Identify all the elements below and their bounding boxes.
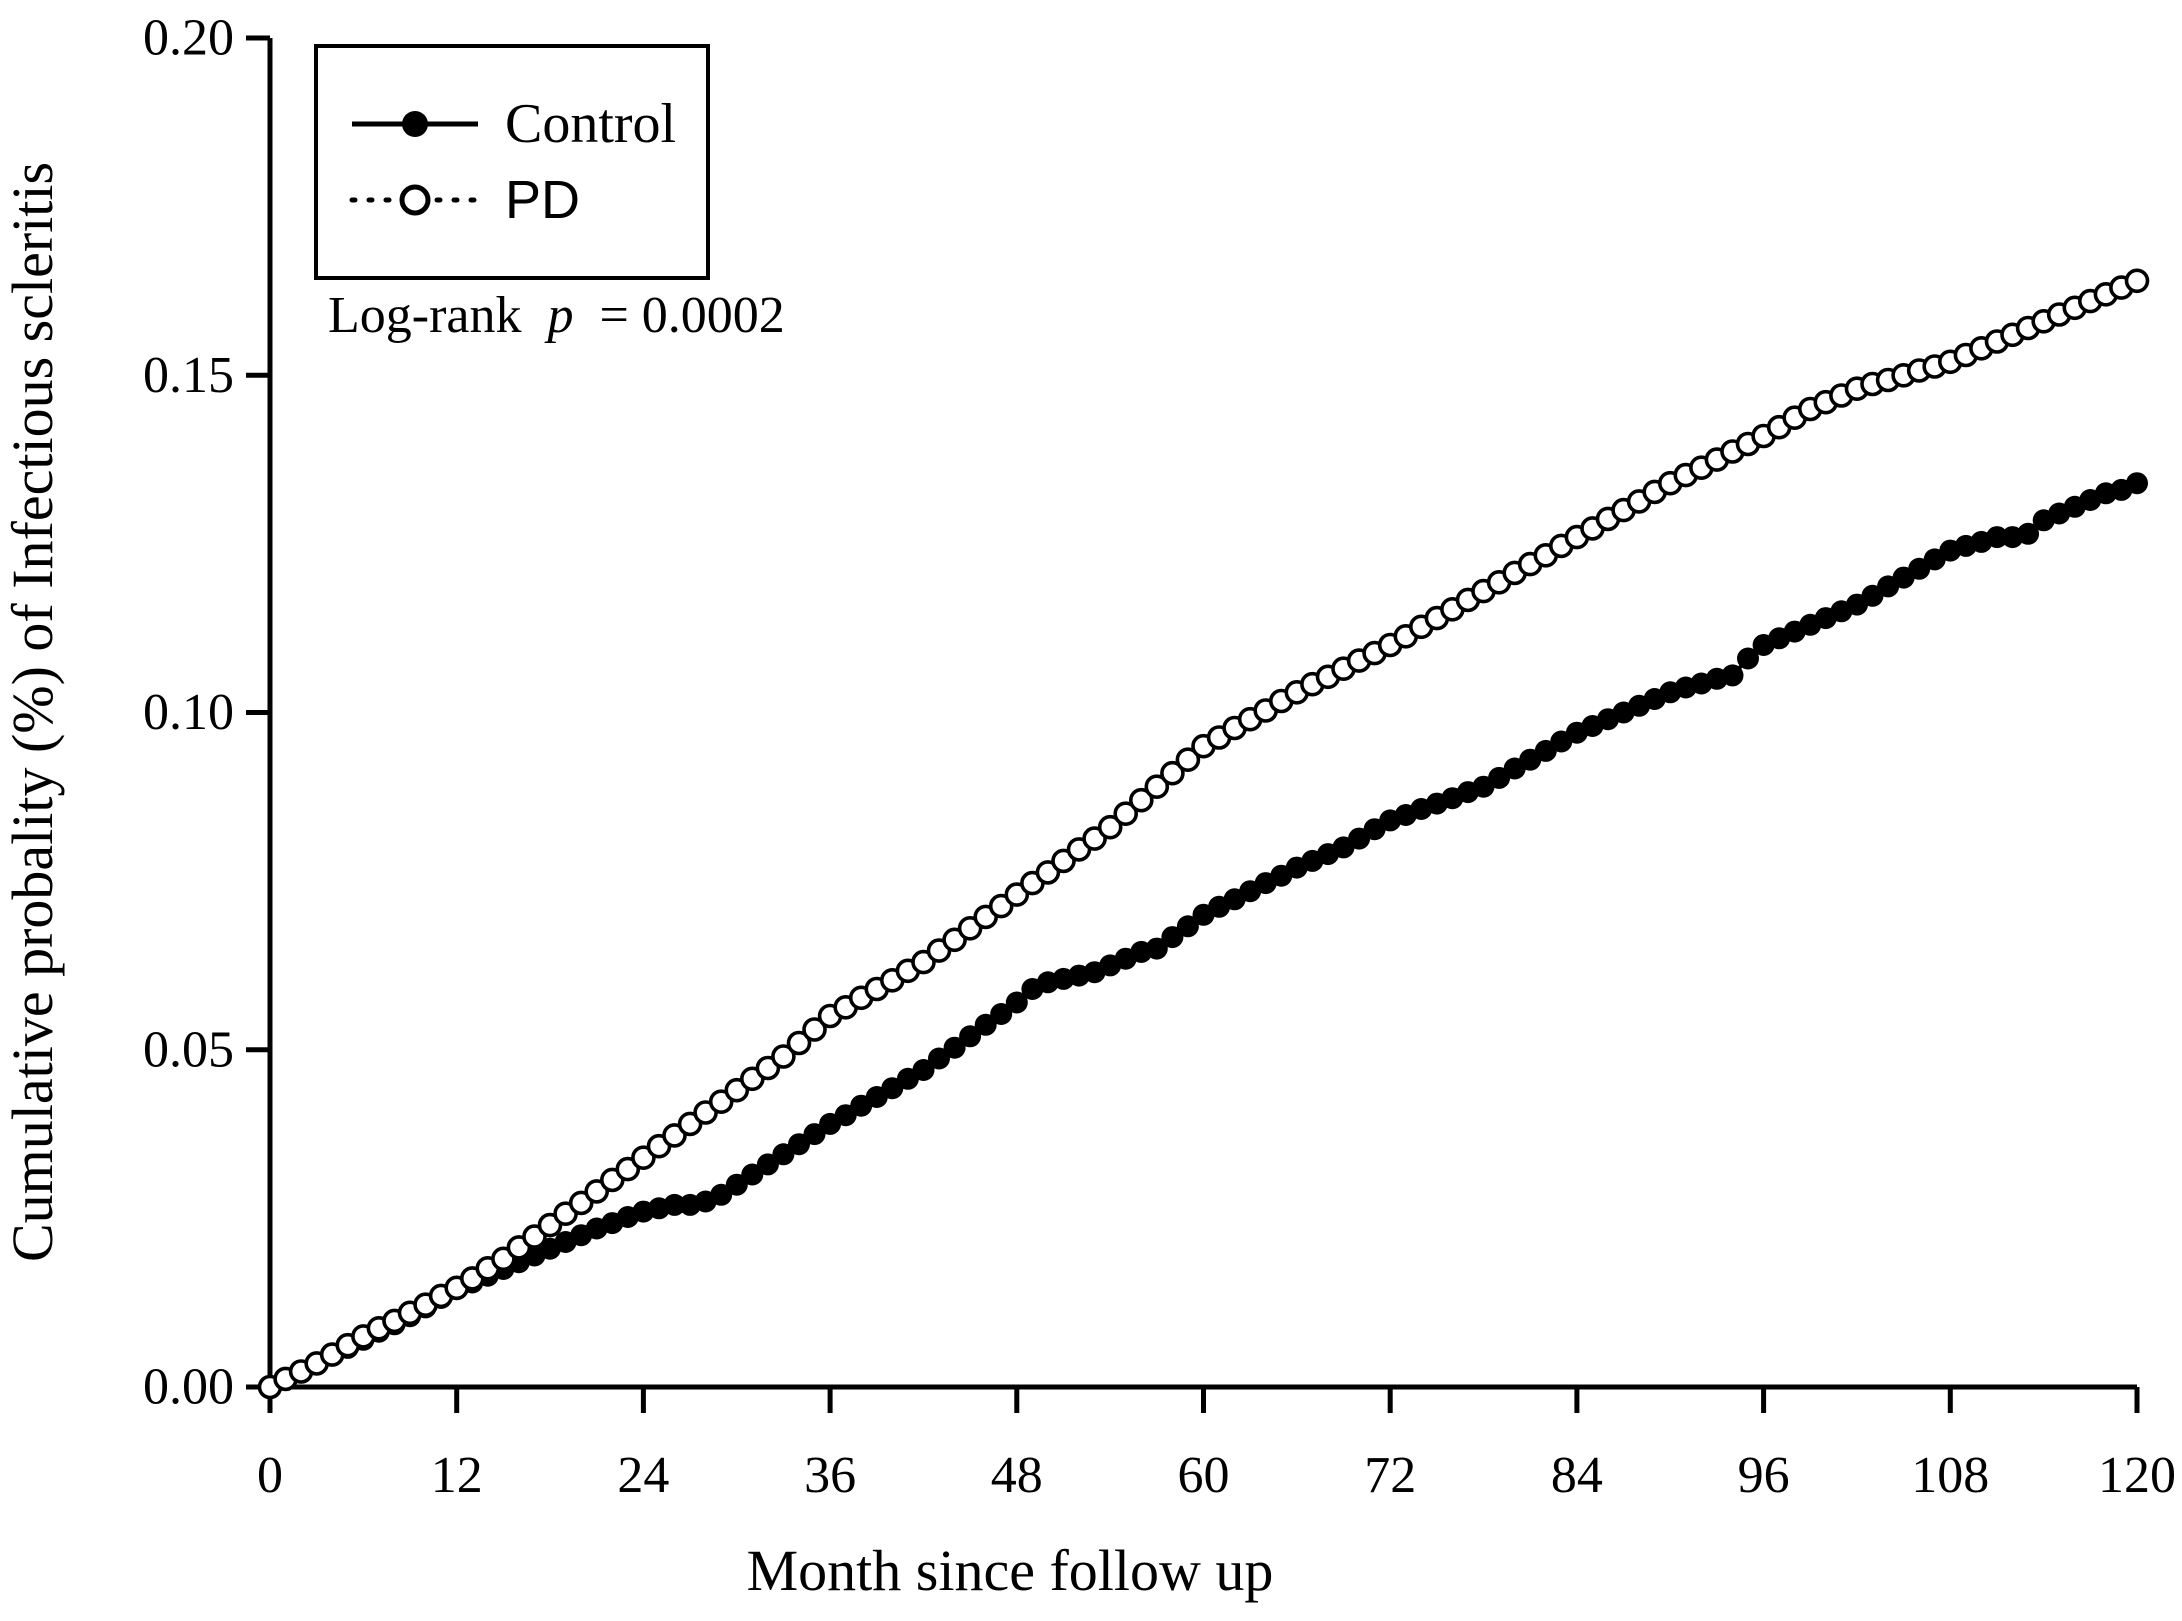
log-rank-value: = 0.0002	[599, 287, 784, 344]
legend-box	[314, 44, 710, 280]
x-tick-label: 12	[431, 1447, 483, 1504]
pd-data-point	[802, 1017, 827, 1042]
x-axis-title: Month since follow up	[747, 1538, 1274, 1603]
x-tick-label: 120	[2098, 1447, 2176, 1504]
y-axis-title: Cumulative probality (%) of Infectious s…	[0, 162, 65, 1262]
log-rank-p-symbol: p	[543, 287, 573, 344]
x-tick-label: 84	[1551, 1447, 1603, 1504]
pd-data-point	[1144, 774, 1170, 800]
control-data-point	[741, 1163, 764, 1186]
legend-item-pd: PD	[349, 170, 580, 230]
x-tick-label: 24	[617, 1447, 669, 1504]
y-tick-label: 0.00	[143, 1359, 234, 1416]
control-data-point	[788, 1133, 810, 1156]
x-tick-label: 36	[804, 1447, 856, 1504]
x-tick-label: 48	[991, 1447, 1043, 1504]
pd-data-point	[1175, 747, 1201, 773]
legend-pd-label: PD	[505, 170, 580, 230]
control-data-point	[803, 1123, 826, 1146]
log-rank-prefix: Log-rank	[328, 287, 521, 344]
legend-control-marker-icon	[402, 111, 428, 137]
legend-item-control: Control	[352, 93, 676, 155]
control-data-point	[1161, 926, 1184, 949]
x-tick-label: 96	[1738, 1447, 1790, 1504]
control-data-point	[1986, 526, 2008, 549]
control-data-point	[943, 1036, 966, 1059]
control-data-point	[1737, 647, 1759, 670]
x-tick-label: 108	[1911, 1447, 1989, 1504]
plot-area: 0.00 0.05 0.10 0.15 0.20 0 12 24 36 48 60 72 84 96 108…	[143, 10, 2176, 1505]
control-data-point	[1721, 664, 1744, 687]
control-data-point	[912, 1059, 935, 1081]
control-data-point	[1005, 991, 1028, 1014]
control-data-point	[756, 1153, 779, 1176]
pd-data-point	[1097, 814, 1123, 840]
control-data-point	[1176, 915, 1199, 938]
y-tick-label: 0.05	[143, 1021, 234, 1078]
log-rank-annotation: Log-rank p = 0.0002	[328, 287, 785, 344]
legend-pd-marker-icon	[399, 184, 431, 216]
pd-data-point	[1129, 787, 1154, 813]
control-data-point	[990, 1003, 1013, 1025]
control-data-point	[2126, 472, 2148, 495]
legend: Control PD	[314, 44, 710, 280]
x-tick-label: 60	[1178, 1447, 1230, 1504]
x-tick-label: 72	[1364, 1447, 1416, 1504]
pd-data-point	[771, 1044, 796, 1069]
y-tick-label: 0.15	[143, 347, 234, 404]
legend-control-label: Control	[505, 93, 676, 155]
control-data-point	[1145, 937, 1168, 960]
control-data-point	[974, 1013, 997, 1036]
y-tick-label: 0.20	[143, 10, 234, 67]
x-tick-label: 0	[257, 1447, 283, 1504]
axis-frame	[267, 38, 2137, 1390]
control-data-point	[725, 1173, 748, 1196]
control-data-point	[772, 1143, 795, 1166]
control-data-point	[710, 1183, 733, 1206]
pd-data-point	[786, 1030, 812, 1056]
control-data-point	[928, 1047, 950, 1070]
pd-data-point	[1160, 760, 1185, 786]
control-data-point	[959, 1025, 982, 1048]
control-data-point	[663, 1193, 686, 1216]
pd-data-point	[2124, 268, 2150, 294]
y-tick-label: 0.10	[143, 684, 234, 741]
control-data-point	[2017, 522, 2040, 545]
pd-data-point	[1113, 801, 1138, 827]
